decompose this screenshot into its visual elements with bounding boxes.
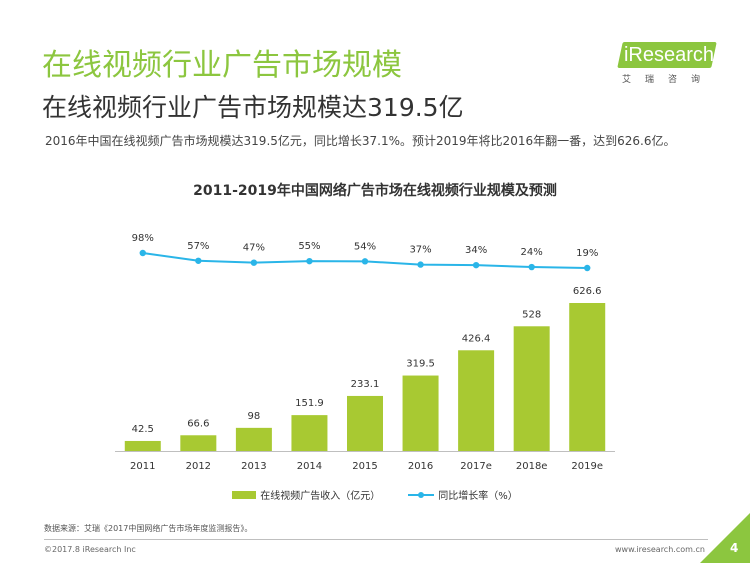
bar: [347, 395, 383, 451]
growth-data-label: 24%: [521, 247, 543, 258]
chart-title: 2011-2019年中国网络广告市场在线视频行业规模及预测: [193, 183, 557, 199]
bar-data-label: 151.9: [295, 398, 324, 409]
bar-data-label: 233.1: [351, 379, 380, 390]
legend-bar-swatch: [232, 490, 257, 499]
x-tick-label: 2016: [408, 461, 433, 472]
copyright: ©2017.8 iResearch Inc: [44, 545, 136, 554]
legend-item-revenue: 在线视频广告收入（亿元）: [232, 487, 380, 502]
x-tick-label: 2017e: [460, 461, 492, 472]
summary-text: 2016年中国在线视频广告市场规模达319.5亿元，同比增长37.1%。预计20…: [45, 134, 676, 148]
page-subtitle: 在线视频行业广告市场规模达319.5亿: [42, 93, 464, 122]
legend-label-growth: 同比增长率（%）: [438, 491, 518, 502]
bar: [235, 427, 272, 451]
bar-data-label: 66.6: [187, 418, 209, 429]
x-tick-label: 2018e: [516, 461, 548, 472]
bar-data-label: 426.4: [462, 333, 491, 344]
bar: [291, 415, 328, 451]
iresearch-logo: iResearch 艾瑞咨询: [617, 38, 720, 88]
growth-data-label: 54%: [354, 241, 376, 252]
growth-data-label: 19%: [576, 248, 598, 259]
legend-label-revenue: 在线视频广告收入（亿元）: [260, 491, 381, 502]
bar: [569, 303, 606, 451]
legend-item-growth: 同比增长率（%）: [408, 487, 518, 502]
growth-point: [528, 263, 535, 271]
growth-point: [250, 259, 258, 266]
logo-subtitle: 艾瑞咨询: [622, 75, 715, 85]
growth-point: [361, 258, 369, 265]
x-tick-label: 2011: [130, 461, 155, 472]
bar-data-label: 626.6: [573, 286, 602, 297]
growth-data-label: 98%: [132, 233, 154, 244]
bar-data-label: 98: [248, 411, 261, 422]
growth-point: [195, 257, 202, 264]
growth-data-label: 34%: [465, 245, 487, 256]
growth-point: [306, 257, 313, 265]
bar: [458, 350, 495, 451]
page-number: 4: [730, 541, 739, 555]
growth-point: [139, 249, 146, 257]
data-source: 数据来源：艾瑞《2017中国网络广告市场年度监测报告》。: [44, 524, 253, 533]
logo-name: iResearch: [623, 44, 715, 66]
growth-point: [584, 264, 591, 272]
x-tick-label: 2019e: [571, 461, 603, 472]
bar: [124, 440, 161, 451]
growth-data-label: 57%: [187, 241, 209, 252]
x-tick-label: 2013: [241, 461, 266, 472]
x-tick-label: 2012: [186, 461, 211, 472]
bar-data-label: 528: [522, 309, 541, 320]
x-tick-label: 2015: [352, 461, 377, 472]
footer-divider: [44, 539, 708, 540]
growth-point: [472, 261, 480, 269]
bar: [513, 326, 550, 451]
bar-data-label: 319.5: [406, 359, 435, 370]
growth-point: [417, 261, 424, 268]
bar: [180, 435, 217, 451]
corner-decoration: [700, 513, 750, 563]
chart-legend: 在线视频广告收入（亿元） 同比增长率（%）: [0, 487, 750, 502]
growth-data-label: 55%: [298, 241, 320, 252]
page-title: 在线视频行业广告市场规模: [42, 48, 402, 83]
growth-data-label: 47%: [243, 243, 265, 254]
growth-data-label: 37%: [409, 245, 431, 256]
website: www.iresearch.com.cn: [615, 545, 705, 554]
bar: [402, 375, 439, 451]
bar-data-label: 42.5: [132, 424, 154, 435]
x-tick-label: 2014: [297, 461, 322, 472]
legend-line-swatch: [408, 490, 435, 500]
